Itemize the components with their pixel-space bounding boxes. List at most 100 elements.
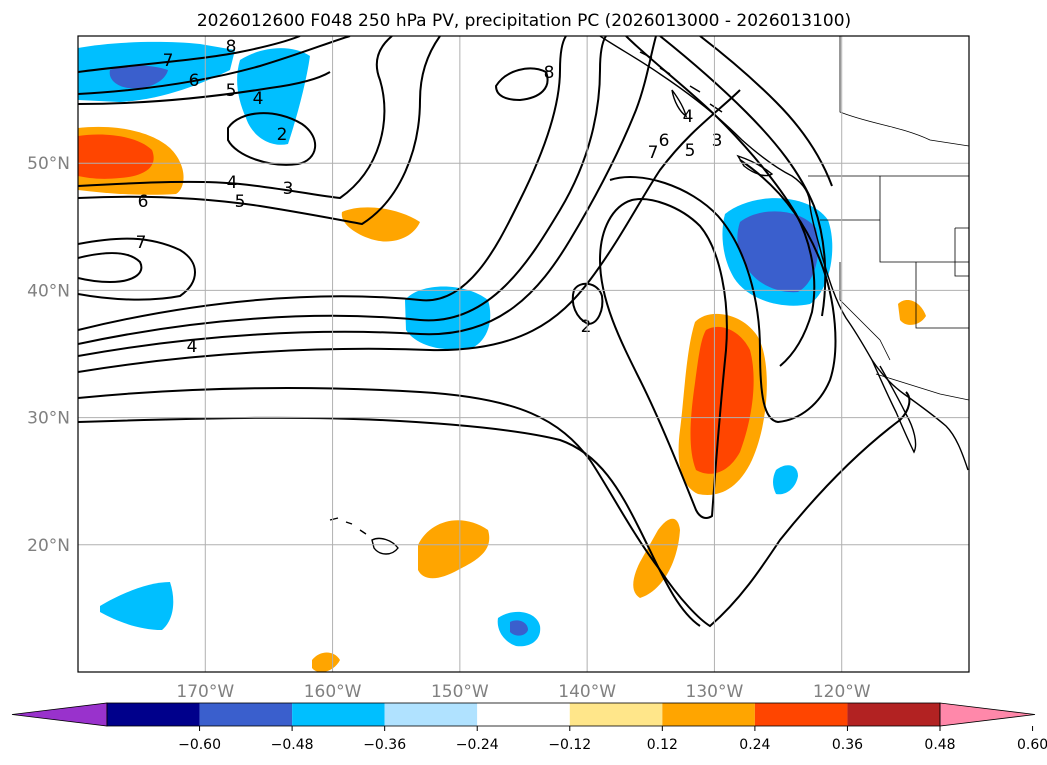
- pv-contour-2: [78, 36, 351, 95]
- colorbar-extend-high: [939, 702, 1036, 727]
- longitude-tick-label: 150°W: [431, 682, 489, 702]
- neg-anomaly-northeast-core: [737, 211, 819, 293]
- colorbar-segment: [754, 703, 848, 726]
- colorbar-segment: [847, 703, 940, 726]
- contour-label: 6: [138, 192, 149, 212]
- colorbar-segment: [199, 703, 293, 726]
- colorbar-segment: [569, 703, 663, 726]
- contour-label: 4: [683, 107, 694, 127]
- us-mexico-border: [875, 373, 969, 401]
- political-borders: [808, 36, 969, 401]
- contour-label: 3: [283, 179, 294, 199]
- colorbar-segment: [477, 703, 570, 726]
- baja-california: [871, 359, 917, 454]
- pv-contour-5: [78, 36, 441, 226]
- pv-contour-3: [78, 71, 331, 105]
- contour-label: 4: [253, 89, 264, 109]
- pv-contour-18: [659, 36, 827, 317]
- contour-label: 6: [189, 71, 200, 91]
- colorbar-tick-label: −0.60: [178, 737, 221, 753]
- pv-contour-17: [625, 36, 816, 367]
- contour-label: 2: [277, 125, 288, 145]
- pv-contour-8: [78, 36, 567, 331]
- colorbar-segment: [662, 703, 755, 726]
- chart-title: 2026012600 F048 250 hPa PV, precipitatio…: [197, 11, 851, 31]
- pv-contour-4: [78, 36, 393, 200]
- map-frame: [77, 35, 970, 673]
- contour-label: 2: [581, 317, 592, 337]
- pv-contour-7: [78, 252, 143, 284]
- colorbar-outline: [106, 702, 941, 727]
- state-border-5: [954, 227, 969, 277]
- latitude-ticks: 50°N 40°N 30°N 20°N: [27, 154, 70, 556]
- neg-anomaly-northwest-core: [109, 65, 168, 89]
- contour-label: 5: [685, 141, 696, 161]
- longitude-tick-label: 170°W: [176, 682, 234, 702]
- colorbar-tick-label: 0.60: [1017, 737, 1047, 753]
- neg-anomaly-south-core: [510, 620, 528, 636]
- contour-labels: 7 8 6 5 4 2 4 3 5 6 7 4 2 8 7 6 5 4 3: [136, 37, 723, 357]
- contour-label: 5: [235, 192, 246, 212]
- north-america-coast: [599, 36, 969, 471]
- vancouver-island: [736, 154, 774, 177]
- neg-anomaly-east-small: [773, 465, 798, 495]
- pv-contour-15: [598, 198, 728, 519]
- pos-anomaly-southeast: [633, 518, 680, 598]
- colorbar-tick-label: −0.12: [548, 737, 591, 753]
- longitude-tick-label: 160°W: [304, 682, 362, 702]
- colorbar-tick-label: 0.48: [924, 737, 955, 753]
- pv-contour-16: [609, 159, 837, 424]
- contour-label: 8: [544, 63, 555, 83]
- pos-anomaly-south-central: [418, 520, 490, 579]
- contour-label: 7: [136, 233, 147, 253]
- contour-label: 4: [227, 173, 238, 193]
- latitude-tick-label: 50°N: [27, 154, 70, 174]
- contour-label: 4: [187, 337, 198, 357]
- map-gridlines: [78, 36, 969, 672]
- pv-contour-11: [78, 89, 741, 373]
- colorbar-segment: [292, 703, 385, 726]
- pv-contours: [78, 36, 911, 628]
- pos-anomaly-west-core: [78, 134, 154, 179]
- pv-contour-10: [78, 36, 657, 357]
- contour-label: 7: [648, 143, 659, 163]
- pv-contour-closed-2: [227, 112, 317, 166]
- latitude-tick-label: 20°N: [27, 536, 70, 556]
- pos-anomaly-central-north: [341, 207, 420, 242]
- contour-label: 7: [163, 51, 174, 71]
- longitude-tick-label: 120°W: [813, 682, 871, 702]
- colorbar-tick-label: 0.36: [832, 737, 863, 753]
- contour-label: 8: [226, 37, 237, 57]
- state-border-1: [839, 36, 969, 147]
- colorbar-segment: [107, 703, 200, 726]
- colorbar-extend-low: [11, 702, 108, 727]
- neg-anomaly-southwest: [100, 582, 174, 630]
- pv-contour-closed-center: [571, 282, 604, 326]
- state-border-2: [879, 176, 969, 263]
- colorbar-tick-label: 0.24: [739, 737, 770, 753]
- contour-label: 5: [226, 81, 237, 101]
- contour-label: 3: [712, 131, 723, 151]
- hawaii-islands: [329, 517, 399, 555]
- latitude-tick-label: 40°N: [27, 281, 70, 301]
- pos-anomaly-far-east: [898, 300, 926, 325]
- california-nevada-border: [839, 262, 891, 361]
- longitude-tick-label: 140°W: [558, 682, 616, 702]
- haida-gwaii: [671, 89, 688, 118]
- colorbar: −0.60 −0.48 −0.36 −0.24 −0.12 0.12 0.24 0.36 0.4…: [11, 702, 1047, 753]
- contour-label: 6: [659, 131, 670, 151]
- longitude-ticks: 170°W 160°W 150°W 140°W 130°W 120°W: [176, 682, 870, 702]
- colorbar-segment: [384, 703, 478, 726]
- latitude-tick-label: 30°N: [27, 409, 70, 429]
- colorbar-tick-label: 0.12: [647, 737, 678, 753]
- pv-contour-14: [494, 67, 549, 102]
- longitude-tick-label: 130°W: [686, 682, 744, 702]
- colorbar-tick-label: −0.24: [456, 737, 499, 753]
- pv-contour-19: [699, 36, 833, 187]
- colorbar-tick-label: −0.36: [363, 737, 406, 753]
- neg-anomaly-small-north: [237, 48, 310, 145]
- colorbar-tick-label: −0.48: [271, 737, 314, 753]
- pv-contour-1: [78, 36, 301, 73]
- pv-contour-6: [78, 237, 196, 301]
